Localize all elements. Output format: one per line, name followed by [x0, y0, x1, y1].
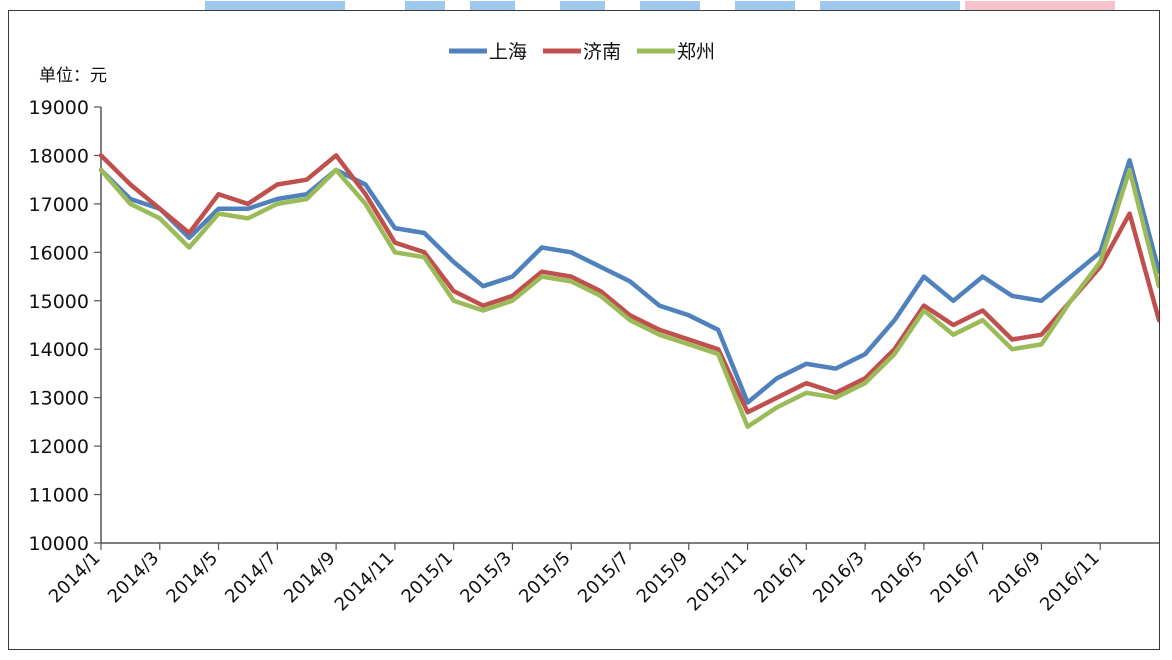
- y-tick-label: 14000: [29, 339, 89, 361]
- x-tick-label: 2015/1: [398, 548, 458, 608]
- watermark-graphic: [205, 0, 1115, 11]
- unit-label: 单位：元: [39, 66, 107, 86]
- x-tick-label: 2016/5: [868, 548, 928, 608]
- legend-label: 郑州: [677, 41, 715, 63]
- watermark-banner: [0, 0, 1172, 14]
- x-tick-label: 2016/11: [1036, 548, 1104, 616]
- x-tick-label: 2016/9: [985, 548, 1045, 608]
- y-tick-label: 15000: [29, 291, 89, 313]
- x-tick-label: 2015/7: [574, 548, 634, 608]
- x-tick-label: 2014/11: [331, 548, 399, 616]
- y-tick-label: 16000: [29, 242, 89, 264]
- y-tick-label: 19000: [29, 97, 89, 119]
- legend: 上海 济南 郑州: [449, 41, 715, 63]
- x-tick-label: 2015/3: [456, 548, 516, 608]
- line-chart: 上海 济南 郑州 单位：元 10000 11000 12000 13000 14000 150…: [29, 41, 1162, 616]
- series-line: [98, 158, 1162, 405]
- chart-frame: 上海 济南 郑州 单位：元 10000 11000 12000 13000 14000 150…: [8, 10, 1162, 650]
- x-tick-label: 2016/7: [927, 548, 987, 608]
- legend-label: 济南: [583, 41, 621, 63]
- legend-label: 上海: [489, 41, 527, 63]
- y-tick-label: 13000: [29, 388, 89, 410]
- x-tick-label: 2014/5: [162, 548, 222, 608]
- x-tick-label: 2014/7: [221, 548, 281, 608]
- y-tick-label: 10000: [29, 533, 89, 555]
- plot-area: [98, 153, 1162, 429]
- y-axis: 10000 11000 12000 13000 14000 15000 16000 17000…: [29, 97, 102, 555]
- series-line: [98, 167, 1162, 429]
- x-tick-label: 2015/9: [633, 548, 693, 608]
- x-tick-label: 2015/5: [515, 548, 575, 608]
- x-tick-label: 2014/3: [104, 548, 164, 608]
- y-tick-label: 18000: [29, 145, 89, 167]
- y-tick-label: 12000: [29, 436, 89, 458]
- x-tick-label: 2016/1: [750, 548, 810, 608]
- x-tick-label: 2014/9: [280, 548, 340, 608]
- y-tick-label: 17000: [29, 194, 89, 216]
- series-line: [98, 153, 1162, 415]
- y-tick-label: 11000: [29, 485, 89, 507]
- x-tick-label: 2016/3: [809, 548, 869, 608]
- x-tick-label: 2014/1: [45, 548, 105, 608]
- x-tick-label: 2015/11: [683, 548, 751, 616]
